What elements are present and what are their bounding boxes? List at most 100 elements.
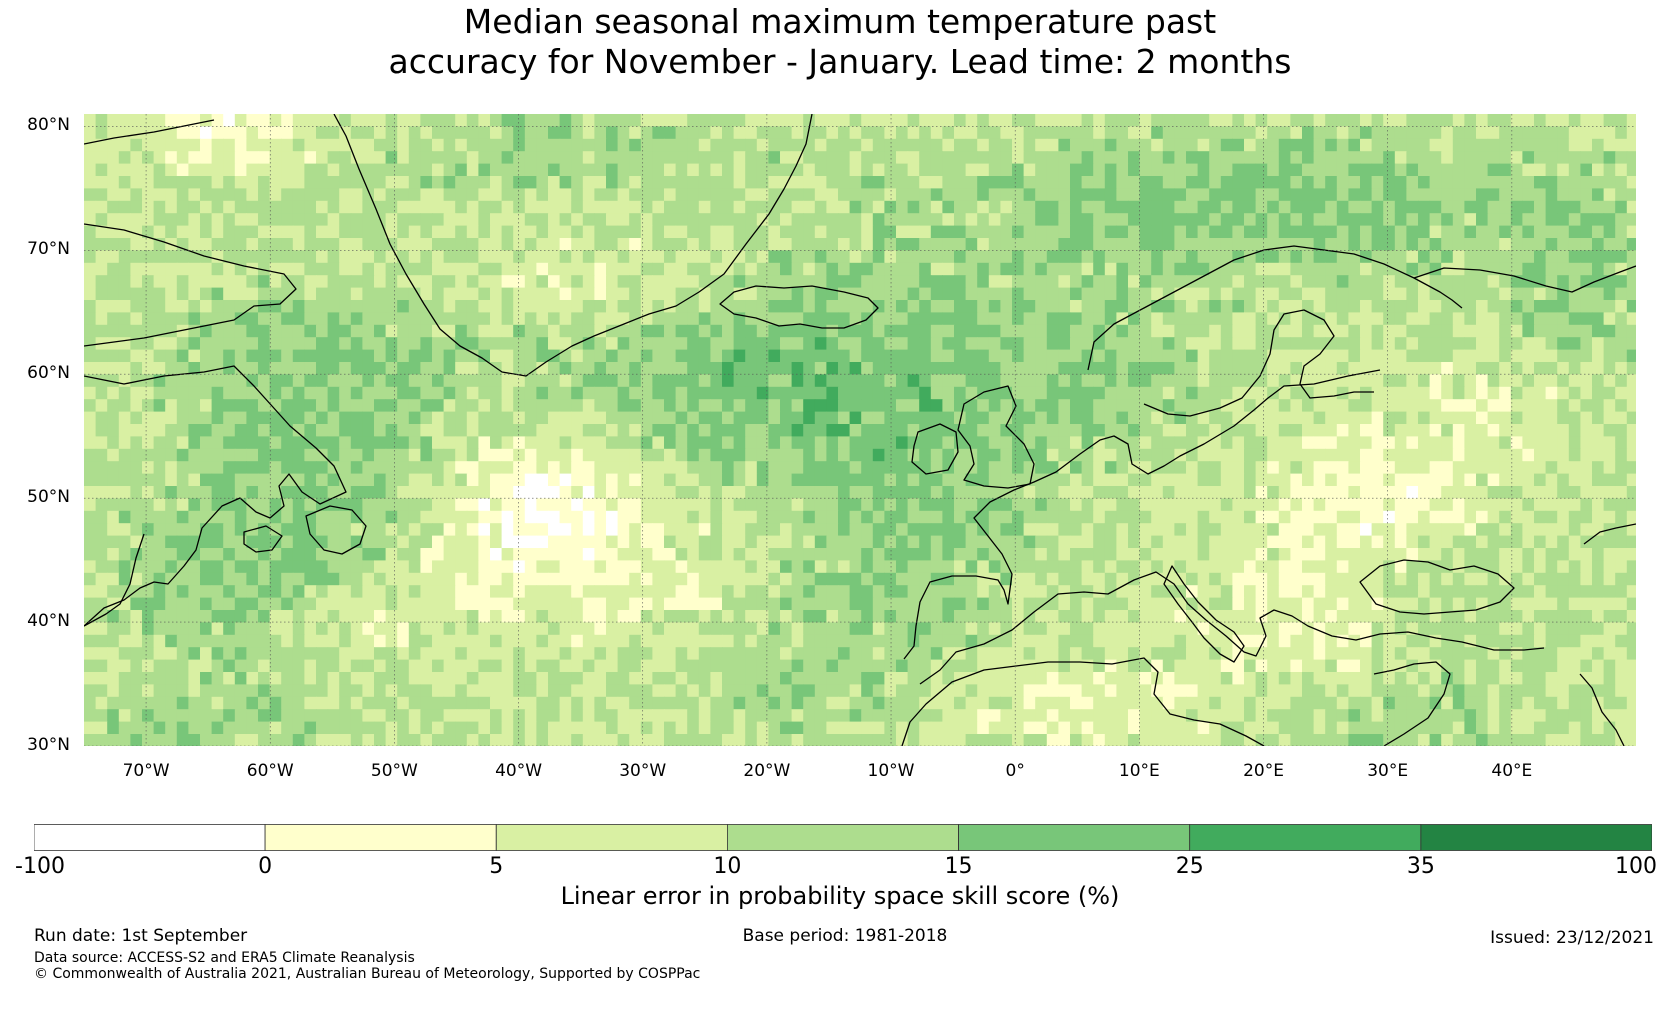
skill-cell	[130, 572, 143, 586]
skill-cell	[316, 399, 329, 413]
skill-cell	[1371, 424, 1384, 437]
skill-cell	[849, 176, 862, 189]
skill-cell	[339, 188, 352, 202]
skill-cell	[1046, 225, 1059, 239]
skill-cell	[142, 461, 155, 475]
skill-cell	[223, 337, 236, 351]
skill-cell	[919, 151, 932, 165]
skill-cell	[1360, 176, 1373, 189]
skill-cell	[640, 473, 653, 487]
skill-cell	[768, 250, 781, 264]
skill-cell	[1093, 225, 1106, 239]
skill-cell	[1394, 324, 1407, 338]
skill-cell	[281, 287, 294, 301]
skill-cell	[142, 411, 155, 425]
skill-cell	[1290, 151, 1303, 165]
skill-cell	[269, 176, 282, 189]
skill-cell	[1046, 250, 1059, 264]
skill-cell	[1615, 386, 1628, 400]
skill-cell	[1104, 523, 1117, 537]
skill-cell	[1162, 548, 1175, 561]
skill-cell	[1615, 535, 1628, 549]
skill-cell	[1394, 461, 1407, 475]
skill-cell	[1197, 225, 1210, 239]
skill-cell	[919, 498, 932, 512]
skill-cell	[1534, 138, 1547, 152]
skill-cell	[269, 213, 282, 227]
skill-cell	[1058, 176, 1071, 189]
skill-cell	[1244, 548, 1257, 561]
skill-cell	[1220, 176, 1233, 189]
skill-cell	[594, 473, 607, 487]
skill-cell	[513, 411, 526, 425]
skill-cell	[896, 349, 909, 363]
skill-cell	[559, 225, 572, 239]
skill-cell	[316, 424, 329, 437]
skill-cell	[84, 138, 97, 152]
skill-cell	[907, 498, 920, 512]
skill-cell	[1162, 176, 1175, 189]
skill-cell	[501, 176, 514, 189]
skill-cell	[988, 349, 1001, 363]
skill-cell	[339, 300, 352, 313]
skill-cell	[977, 362, 990, 375]
skill-cell	[617, 548, 630, 561]
skill-cell	[1302, 287, 1315, 301]
skill-cell	[1499, 436, 1512, 450]
skill-cell	[1510, 374, 1523, 388]
skill-cell	[1313, 176, 1326, 189]
skill-cell	[1418, 114, 1431, 127]
skill-cell	[1035, 275, 1048, 289]
skill-cell	[1499, 399, 1512, 413]
skill-cell	[153, 461, 166, 475]
skill-cell	[397, 126, 410, 140]
skill-cell	[1603, 188, 1616, 202]
skill-cell	[664, 114, 677, 127]
skill-cell	[1418, 461, 1431, 475]
skill-cell	[304, 473, 317, 487]
skill-cell	[768, 486, 781, 499]
skill-cell	[1522, 386, 1535, 400]
skill-cell	[942, 349, 955, 363]
skill-cell	[768, 262, 781, 276]
skill-cell	[176, 200, 189, 214]
skill-cell	[1615, 238, 1628, 251]
skill-cell	[1429, 349, 1442, 363]
skill-cell	[408, 287, 421, 301]
skill-cell	[1220, 399, 1233, 413]
skill-cell	[826, 114, 839, 127]
skill-cell	[246, 262, 259, 276]
skill-cell	[165, 176, 178, 189]
skill-cell	[548, 163, 561, 177]
skill-cell	[942, 225, 955, 239]
skill-cell	[838, 448, 851, 462]
skill-cell	[1510, 138, 1523, 152]
skill-cell	[780, 163, 793, 177]
skill-cell	[1383, 374, 1396, 388]
skill-cell	[200, 461, 213, 475]
skill-cell	[1302, 510, 1315, 524]
skill-cell	[1244, 200, 1257, 214]
skill-cell	[408, 188, 421, 202]
skill-cell	[1325, 486, 1338, 499]
skill-cell	[1510, 399, 1523, 413]
skill-cell	[838, 461, 851, 475]
skill-cell	[165, 386, 178, 400]
skill-cell	[1255, 176, 1268, 189]
skill-cell	[176, 448, 189, 462]
skill-cell	[107, 473, 120, 487]
skill-cell	[1174, 163, 1187, 177]
skill-cell	[1174, 424, 1187, 437]
skill-cell	[1104, 163, 1117, 177]
skill-cell	[1081, 436, 1094, 450]
skill-cell	[258, 337, 271, 351]
skill-cell	[664, 213, 677, 227]
skill-cell	[780, 312, 793, 326]
skill-cell	[258, 114, 271, 127]
skill-cell	[1058, 213, 1071, 227]
skill-cell	[234, 163, 247, 177]
skill-cell	[1070, 535, 1083, 549]
skill-cell	[397, 424, 410, 437]
skill-cell	[327, 262, 340, 276]
skill-cell	[907, 362, 920, 375]
